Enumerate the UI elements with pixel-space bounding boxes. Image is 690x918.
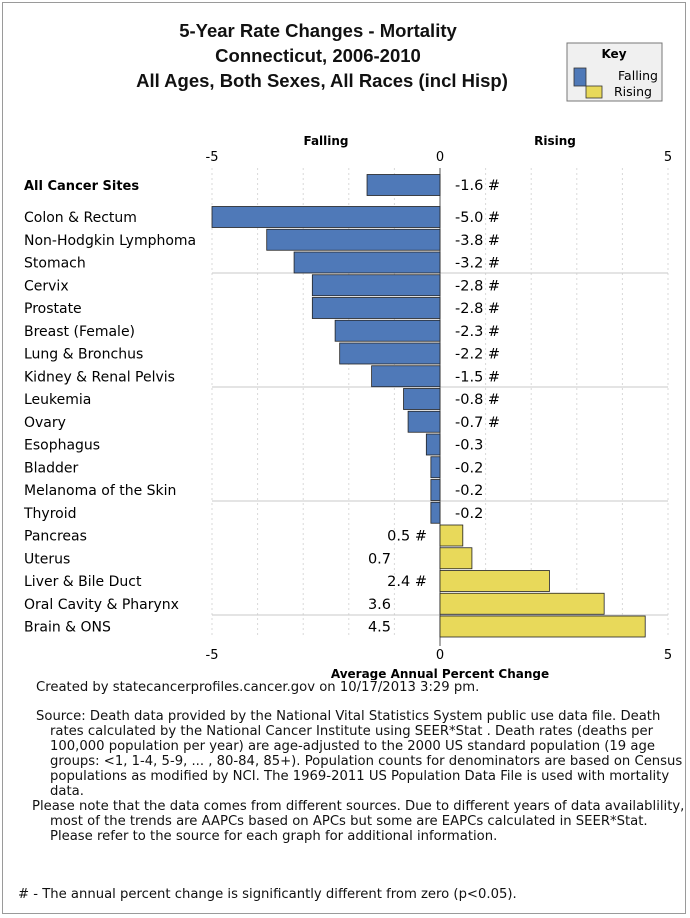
bar-19	[439, 615, 646, 638]
category-label: Kidney & Renal Pelvis	[24, 369, 175, 385]
bar-13	[430, 479, 441, 501]
data-label: -2.2 #	[455, 347, 500, 363]
plot-area: All Cancer Sites -1.6 # Colon & Rectum -5.0…	[23, 168, 669, 646]
data-label: -5.0 #	[455, 210, 500, 226]
source-note: Source: Death data provided by the Natio…	[36, 709, 683, 799]
data-label: -3.8 #	[455, 233, 500, 249]
data-label: -2.8 #	[455, 301, 500, 317]
category-label: Pancreas	[24, 529, 87, 545]
header-rising: Rising	[534, 134, 576, 148]
chart-title-line-1: 5-Year Rate Changes - Mortality	[179, 20, 457, 41]
bar-17	[439, 570, 550, 592]
data-label: -2.8 #	[455, 278, 500, 294]
category-label: Stomach	[24, 256, 86, 272]
data-label: 2.4 #	[387, 574, 427, 590]
category-label: All Cancer Sites	[24, 179, 139, 194]
bar-6	[334, 319, 441, 342]
data-label: -1.5 #	[455, 369, 500, 385]
chart-title: 5-Year Rate Changes - Mortality Connectic…	[136, 20, 508, 91]
data-label: 3.6	[368, 597, 391, 613]
legend-item-falling: Falling	[618, 68, 658, 83]
bar-4	[311, 274, 441, 297]
category-label: Cervix	[24, 278, 69, 294]
data-label: -0.7 #	[455, 415, 500, 431]
notes: Created by statecancerprofiles.cancer.go…	[18, 680, 686, 844]
bar-18	[439, 592, 605, 615]
bar-16	[439, 547, 473, 570]
category-label: Liver & Bile Duct	[24, 574, 142, 590]
tick-bottom-0: 0	[436, 648, 444, 663]
data-label: -3.2 #	[455, 256, 500, 272]
category-label: Thyroid	[23, 506, 77, 522]
bar-1	[211, 206, 441, 228]
data-label: -0.2	[455, 460, 483, 476]
axis-headers: Falling Rising -5 -5 0 0 5 5 Average Annual Perc…	[206, 134, 673, 680]
data-label: 4.5	[368, 620, 391, 636]
category-label: Breast (Female)	[24, 324, 135, 340]
category-label: Colon & Rectum	[24, 210, 137, 226]
category-label: Prostate	[24, 301, 82, 317]
bar-15	[439, 524, 464, 547]
bar-11	[425, 433, 441, 456]
chart-title-line-2: Connecticut, 2006-2010	[215, 45, 421, 66]
data-label: 0.7	[368, 551, 391, 567]
legend-item-rising: Rising	[614, 84, 652, 99]
category-label: Melanoma of the Skin	[24, 483, 176, 499]
bar-3	[293, 251, 441, 274]
category-label: Oral Cavity & Pharynx	[24, 597, 179, 613]
header-falling: Falling	[303, 134, 348, 148]
chart: 5-Year Rate Changes - Mortality Connectic…	[23, 20, 673, 680]
bar-5	[311, 297, 441, 319]
legend-title: Key	[601, 47, 626, 61]
created-note: Created by statecancerprofiles.cancer.go…	[36, 680, 480, 695]
bar-14	[430, 501, 441, 524]
category-label: Leukemia	[24, 392, 91, 408]
legend-swatch-rising	[585, 85, 603, 99]
bar-2	[266, 228, 441, 251]
data-label: -0.2	[455, 483, 483, 499]
tick-top--5: -5	[206, 150, 219, 165]
data-label: 0.5 #	[387, 529, 427, 545]
tick-top-5: 5	[664, 150, 672, 165]
bar-9	[403, 388, 441, 410]
category-label: Lung & Bronchus	[24, 347, 143, 363]
bar-8	[371, 365, 441, 388]
category-label: Esophagus	[24, 438, 100, 454]
chart-title-line-3: All Ages, Both Sexes, All Races (incl Hi…	[136, 70, 508, 91]
significance-footnote: # - The annual percent change is signifi…	[18, 887, 517, 902]
category-label: Bladder	[24, 460, 78, 476]
data-label: -1.6 #	[455, 178, 500, 194]
data-label: -2.3 #	[455, 324, 500, 340]
tick-bottom-5: 5	[664, 648, 672, 663]
category-label: Uterus	[24, 551, 70, 567]
tick-top-0: 0	[436, 150, 444, 165]
bar-0	[366, 174, 441, 196]
category-label: Non-Hodgkin Lymphoma	[24, 233, 196, 249]
please-note: Please note that the data comes from dif…	[32, 799, 685, 844]
data-label: -0.3	[455, 438, 483, 454]
data-label: -0.2	[455, 506, 483, 522]
category-label: Brain & ONS	[24, 620, 111, 636]
bar-10	[407, 410, 441, 433]
category-label: Ovary	[24, 415, 66, 431]
bar-12	[430, 456, 441, 479]
tick-bottom--5: -5	[206, 648, 219, 663]
bar-7	[339, 342, 441, 365]
legend-swatch-falling	[573, 67, 587, 87]
data-label: -0.8 #	[455, 392, 500, 408]
x-axis-label: Average Annual Percent Change	[331, 667, 549, 680]
